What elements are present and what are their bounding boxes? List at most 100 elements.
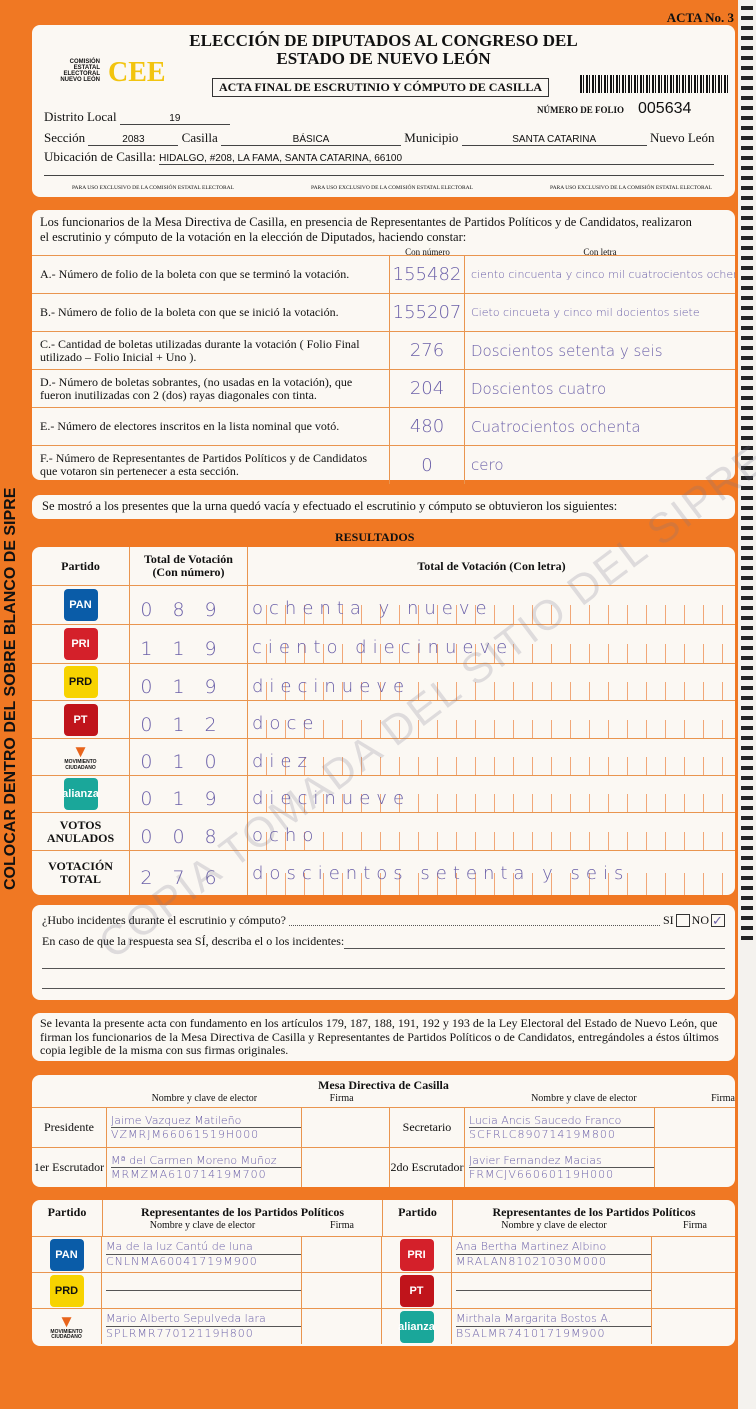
- rep-nombre-cell: Mirthala Margarita Bostos A. BSALMR741017…: [452, 1309, 652, 1344]
- total-letra: diecinueve: [248, 664, 735, 700]
- edge-mark: [741, 296, 753, 300]
- edge-mark: [741, 326, 753, 330]
- edge-mark: [741, 336, 753, 340]
- total-letra-cell: diecinueve: [248, 664, 735, 700]
- edge-mark: [741, 846, 753, 850]
- party-name: MOVIMIENTO CIUDADANO: [64, 759, 97, 771]
- edge-mark: [741, 466, 753, 470]
- col-con-numero: Con número: [405, 247, 450, 257]
- rep-firma-field: [302, 1273, 382, 1308]
- row-number: 155207: [390, 294, 465, 331]
- casilla-label: Casilla: [181, 130, 218, 145]
- member-nombre: Jaime Vazquez Matileño: [111, 1114, 301, 1128]
- header-section: ELECCIÓN DE DIPUTADOS AL CONGRESO DEL ES…: [32, 25, 735, 197]
- row-label: B.- Número de folio de la boleta con que…: [32, 294, 390, 331]
- row-label: E.- Número de electores inscritos en la …: [32, 408, 390, 445]
- si-checkbox[interactable]: [675, 914, 690, 927]
- pt-logo: PT: [399, 1274, 434, 1307]
- row-letra: Doscientos cuatro: [471, 379, 607, 398]
- resultados-title: RESULTADOS: [335, 530, 415, 544]
- edge-mark: [741, 36, 753, 40]
- party-name: MOVIMIENTO CIUDADANO: [50, 1328, 83, 1340]
- edge-mark: [741, 146, 753, 150]
- distrito-value: 19: [119, 113, 230, 125]
- ubicacion-value: HIDALGO, #208, LA FAMA, SANTA CATARINA, …: [159, 153, 715, 165]
- partido-label: VOTACIÓN TOTAL: [48, 859, 113, 886]
- total-letra: doscientos setenta y seis: [248, 851, 735, 895]
- edge-mark: [741, 536, 753, 540]
- escrutinio-row: E.- Número de electores inscritos en la …: [32, 407, 735, 445]
- edge-mark: [741, 906, 753, 910]
- col-representantes: Representantes de los Partidos Políticos: [492, 1205, 696, 1219]
- pt-logo: PT: [63, 703, 98, 736]
- edge-mark: [741, 226, 753, 230]
- total-letra: ciento diecinueve: [248, 625, 735, 663]
- cee-logo: CEE: [108, 57, 166, 88]
- edge-mark: [741, 606, 753, 610]
- movimiento-ciudadano-logo: ▼ MOVIMIENTO CIUDADANO: [63, 743, 99, 771]
- row-label: A.- Número de folio de la boleta con que…: [32, 256, 390, 293]
- partido-cell: PAN: [32, 586, 130, 624]
- edge-mark: [741, 916, 753, 920]
- rep-clave: BSALMR74101719M900: [456, 1326, 606, 1340]
- total-numero: 119: [130, 625, 248, 663]
- pan-logo: PAN: [63, 589, 98, 621]
- resultado-row: PRI 119 ciento diecinueve: [32, 624, 735, 663]
- edge-mark: [741, 186, 753, 190]
- edge-mark: [741, 786, 753, 790]
- rep-nombre: Mirthala Margarita Bostos A.: [456, 1312, 651, 1327]
- edge-mark: [741, 116, 753, 120]
- escrutinio-row: D.- Número de boletas sobrantes, (no usa…: [32, 369, 735, 407]
- edge-mark: [741, 316, 753, 320]
- total-numero: 008: [130, 813, 248, 850]
- edge-mark: [741, 776, 753, 780]
- row-letra: Cieto cincueta y cinco mil docientos sie…: [471, 306, 700, 319]
- edge-mark: [741, 176, 753, 180]
- acta-number: ACTA No. 3: [666, 10, 734, 25]
- partido-cell: PRD: [32, 664, 130, 700]
- edge-mark: [741, 596, 753, 600]
- total-letra-cell: ochenta y nueve: [248, 586, 735, 624]
- edge-mark: [741, 676, 753, 680]
- edge-mark: [741, 746, 753, 750]
- col-nombre: Nombre y clave de elector: [531, 1093, 637, 1104]
- no-checkbox[interactable]: ✓: [711, 914, 725, 927]
- rep-clave: SPLRMR77012119H800: [106, 1326, 254, 1340]
- rep-nombre: Mario Alberto Sepulveda lara: [106, 1312, 301, 1327]
- resultado-row: VOTACIÓN TOTAL 276 doscientos setenta y se…: [32, 850, 735, 895]
- rep-nombre-cell: [452, 1273, 652, 1308]
- partido-cell: PRI: [382, 1237, 452, 1272]
- rep-clave: CNLNMA60041719M900: [106, 1254, 258, 1268]
- legal-text: Se levanta la presente acta con fundamen…: [32, 1013, 735, 1061]
- edge-mark: [741, 836, 753, 840]
- edge-mark: [741, 766, 753, 770]
- member-nombre-cell: Jaime Vazquez Matileño VZMRJM66061519H000: [107, 1108, 302, 1147]
- edge-mark: [741, 896, 753, 900]
- row-number: 480: [390, 408, 465, 445]
- col-nombre: Nombre y clave de elector: [501, 1220, 607, 1231]
- edge-mark: [741, 406, 753, 410]
- row-number: 276: [390, 332, 465, 369]
- total-letra-cell: diez: [248, 739, 735, 775]
- edge-mark: [741, 196, 753, 200]
- edge-mark: [741, 816, 753, 820]
- scan-edge-marks: [738, 0, 756, 1409]
- casilla-value: BÁSICA: [221, 134, 402, 146]
- member-clave: VZMRJM66061519H000: [111, 1128, 260, 1141]
- total-letra-cell: ocho: [248, 813, 735, 850]
- edge-mark: [741, 106, 753, 110]
- total-letra: diecinueve: [248, 776, 735, 812]
- edge-mark: [741, 696, 753, 700]
- edge-mark: [741, 156, 753, 160]
- edge-mark: [741, 6, 753, 10]
- escrutinio-row: C.- Cantidad de boletas utilizadas duran…: [32, 331, 735, 369]
- edge-mark: [741, 666, 753, 670]
- member-clave: SCFRLC89071419M800: [469, 1128, 616, 1141]
- total-letra: ochenta y nueve: [248, 586, 735, 624]
- total-letra-cell: ciento diecinueve: [248, 625, 735, 663]
- edge-mark: [741, 736, 753, 740]
- partido-cell: PRI: [32, 625, 130, 663]
- edge-mark: [741, 506, 753, 510]
- edge-mark: [741, 276, 753, 280]
- uso-exclusivo: PARA USO EXCLUSIVO DE LA COMISIÓN ESTATA…: [72, 185, 234, 191]
